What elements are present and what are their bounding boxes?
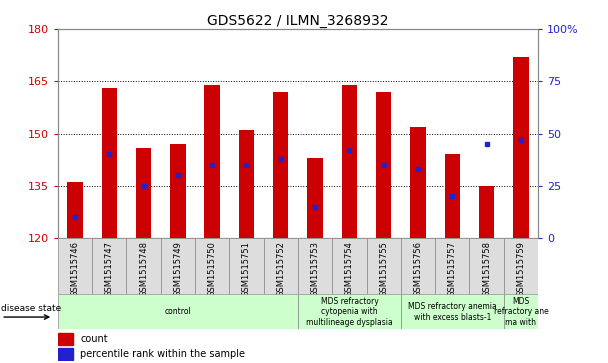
Bar: [504, 238, 538, 294]
Text: disease state: disease state: [1, 304, 61, 313]
Text: MDS refractory anemia
with excess blasts-1: MDS refractory anemia with excess blasts…: [408, 302, 497, 322]
Text: GSM1515747: GSM1515747: [105, 241, 114, 297]
Bar: [170, 144, 185, 238]
Bar: [239, 130, 254, 238]
Bar: [58, 333, 73, 344]
Text: GSM1515748: GSM1515748: [139, 241, 148, 297]
Text: MDS refractory
cytopenia with
multilineage dysplasia: MDS refractory cytopenia with multilinea…: [306, 297, 393, 327]
Bar: [204, 85, 220, 238]
Bar: [102, 88, 117, 238]
Text: control: control: [165, 307, 191, 316]
Text: GSM1515753: GSM1515753: [311, 241, 320, 297]
Bar: [367, 238, 401, 294]
Bar: [401, 294, 504, 329]
Bar: [298, 238, 332, 294]
Text: GSM1515757: GSM1515757: [448, 241, 457, 297]
Bar: [342, 85, 357, 238]
Bar: [126, 238, 161, 294]
Bar: [308, 158, 323, 238]
Bar: [444, 155, 460, 238]
Title: GDS5622 / ILMN_3268932: GDS5622 / ILMN_3268932: [207, 14, 389, 28]
Bar: [410, 127, 426, 238]
Bar: [332, 238, 367, 294]
Bar: [92, 238, 126, 294]
Bar: [273, 92, 288, 238]
Text: GSM1515752: GSM1515752: [276, 241, 285, 297]
Bar: [136, 147, 151, 238]
Text: GSM1515750: GSM1515750: [208, 241, 216, 297]
Text: MDS
refractory ane
ma with: MDS refractory ane ma with: [494, 297, 548, 327]
Text: percentile rank within the sample: percentile rank within the sample: [80, 349, 245, 359]
Text: GSM1515756: GSM1515756: [413, 241, 423, 297]
Text: GSM1515749: GSM1515749: [173, 241, 182, 297]
Bar: [469, 238, 504, 294]
Bar: [504, 294, 538, 329]
Bar: [401, 238, 435, 294]
Text: GSM1515758: GSM1515758: [482, 241, 491, 297]
Bar: [298, 294, 401, 329]
Bar: [229, 238, 264, 294]
Bar: [195, 238, 229, 294]
Bar: [435, 238, 469, 294]
Text: GSM1515755: GSM1515755: [379, 241, 388, 297]
Bar: [58, 348, 73, 360]
Text: count: count: [80, 334, 108, 344]
Bar: [58, 238, 92, 294]
Bar: [479, 186, 494, 238]
Bar: [513, 57, 528, 238]
Bar: [161, 238, 195, 294]
Bar: [67, 182, 83, 238]
Bar: [58, 294, 298, 329]
Text: GSM1515754: GSM1515754: [345, 241, 354, 297]
Bar: [264, 238, 298, 294]
Text: GSM1515751: GSM1515751: [242, 241, 251, 297]
Text: GSM1515759: GSM1515759: [516, 241, 525, 297]
Text: GSM1515746: GSM1515746: [71, 241, 80, 297]
Bar: [376, 92, 392, 238]
